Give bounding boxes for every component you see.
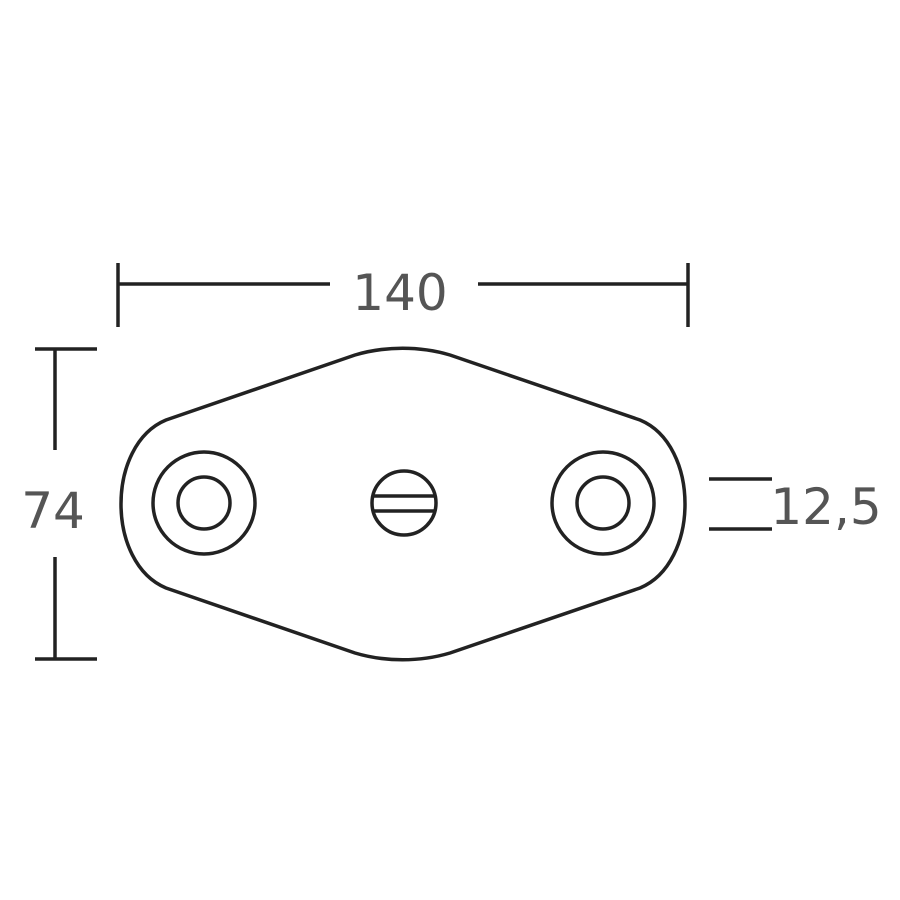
left-mounting-hole	[151, 450, 257, 556]
center-screw	[370, 469, 438, 537]
hole-dimension: 12,5	[709, 477, 882, 536]
right-hole-inner-ring	[575, 475, 631, 531]
right-mounting-hole	[550, 450, 656, 556]
width-dimension: 140	[116, 263, 690, 327]
right-hole-outer-ring	[550, 450, 656, 556]
width-dimension-label: 140	[352, 264, 447, 322]
left-hole-inner-ring	[176, 475, 232, 531]
left-hole-outer-ring	[151, 450, 257, 556]
plate-outline	[119, 346, 687, 662]
screw-head	[370, 469, 438, 537]
height-dimension-label: 74	[21, 482, 85, 540]
height-dimension: 74	[21, 347, 97, 661]
hole-dimension-label: 12,5	[770, 478, 881, 536]
